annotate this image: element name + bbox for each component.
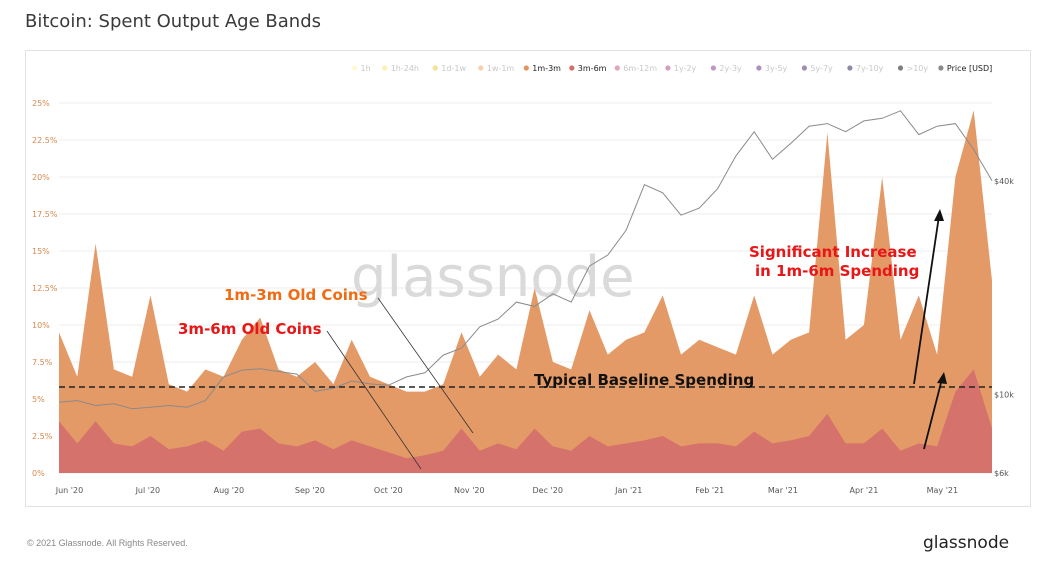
legend-label: 1h-24h [391,64,419,73]
chart-svg: 1h 1h-24h 1d-1w 1w-1m 1m-3m 3m-6m 6m-12m 1y-2y 2… [32,64,1014,495]
legend-item[interactable]: 1h-24h [382,64,419,73]
legend-item[interactable]: Price [USD] [938,64,992,73]
legend-label: 1w-1m [487,64,515,73]
legend-item[interactable]: 3y-5y [756,64,788,73]
pointer-3m6m [326,330,422,470]
chart-panel: 1h 1h-24h 1d-1w 1w-1m 1m-3m 3m-6m 6m-12m 1y-2y 2… [25,50,1031,507]
legend-dot-icon [665,65,671,71]
x-tick-label: Nov '20 [454,486,485,495]
legend-label: 7y-10y [856,64,884,73]
brand-logo-text: glassnode [923,533,1010,553]
legend: 1h 1h-24h 1d-1w 1w-1m 1m-3m 3m-6m 6m-12m 1y-2y 2… [351,64,992,73]
legend-dot-icon [614,65,620,71]
y-tick-label: 12.5% [32,284,58,293]
y-tick-label: 15% [32,247,50,256]
pointer-1m3m [377,297,474,434]
x-tick-label: Mar '21 [768,486,798,495]
legend-dot-icon [478,65,484,71]
arrow-1m3m-increase [913,209,944,385]
legend-item[interactable]: 1d-1w [432,64,467,73]
legend-item[interactable]: 5y-7y [801,64,833,73]
x-tick-label: Sep '20 [295,486,325,495]
legend-label: 3y-5y [765,64,788,73]
legend-dot-icon [756,65,762,71]
annotation-3m6m-label: 3m-6m Old Coins [178,320,322,338]
page-title: Bitcoin: Spent Output Age Bands [25,11,321,32]
legend-item[interactable]: 1w-1m [478,64,514,73]
legend-dot-icon [382,65,388,71]
x-tick-label: Jun '20 [55,486,83,495]
legend-item[interactable]: 7y-10y [847,64,884,73]
copyright-text: © 2021 Glassnode. All Rights Reserved. [27,538,188,548]
annotation-increase-line2: in 1m-6m Spending [755,262,919,280]
legend-label: 1m-3m [532,64,561,73]
legend-item[interactable]: 1h [351,64,371,73]
y-tick-label: 2.5% [32,432,53,441]
watermark: glassnode [351,245,635,310]
price-line [58,110,993,410]
legend-label: 1h [361,64,371,73]
y-tick-label: 20% [32,173,50,182]
x-tick-label: Jul '20 [135,486,161,495]
legend-dot-icon [710,65,717,71]
x-tick-label: Jan '21 [614,486,642,495]
annotation-increase-line1: Significant Increase [749,243,917,261]
legend-item[interactable]: 1m-3m [523,64,561,73]
legend-label: 6m-12m [623,64,657,73]
x-tick-label: Apr '21 [850,486,879,495]
series-areas [59,110,992,474]
y-tick-label: 17.5% [32,210,58,219]
legend-label: Price [USD] [947,64,992,73]
legend-item[interactable]: >10y [897,64,929,73]
legend-label: 1d-1w [441,64,466,73]
x-tick-label: Oct '20 [374,486,403,495]
legend-item[interactable]: 3m-6m [569,64,607,73]
x-tick-label: Feb '21 [695,486,724,495]
y-tick-label: 5% [32,395,45,404]
y-tick-label: 10% [32,321,50,330]
annotation-1m3m-label: 1m-3m Old Coins [224,286,368,304]
legend-dot-icon [897,65,904,71]
legend-dot-icon [569,65,575,71]
legend-label: 5y-7y [810,64,833,73]
legend-dot-icon [432,65,438,71]
y-right-tick-label: $40k [994,177,1014,186]
legend-dot-icon [801,65,808,71]
y-tick-label: 25% [32,99,50,108]
price-usd-line [58,110,993,410]
x-tick-label: Aug '20 [214,486,245,495]
y-tick-label: 7.5% [32,358,53,367]
legend-dot-icon [938,65,944,71]
annotation-group: 1m-3m Old Coins 3m-6m Old Coins Signific… [178,209,947,470]
y-right-tick-label: $10k [994,390,1014,399]
legend-label: >10y [907,64,929,73]
y-tick-label: 22.5% [32,136,58,145]
arrow-3m6m-increase [923,372,947,450]
x-tick-label: Dec '20 [533,486,563,495]
area-3m-6m [59,369,992,473]
legend-label: 2y-3y [719,64,742,73]
legend-dot-icon [351,65,358,71]
legend-item[interactable]: 6m-12m [614,64,658,73]
annotation-baseline-label: Typical Baseline Spending [534,371,754,389]
legend-label: 3m-6m [578,64,607,73]
legend-label: 1y-2y [674,64,697,73]
legend-item[interactable]: 1y-2y [665,64,697,73]
y-tick-label: 0% [32,469,45,478]
legend-dot-icon [847,65,853,71]
axes: 0% 2.5% 5% 7.5% 10% 12.5% 15% 17.5% 20% 22.5% 25% $… [32,99,1014,495]
y-right-tick-label: $6k [994,469,1009,478]
x-tick-label: May '21 [927,486,958,495]
area-1m-3m [59,110,992,474]
legend-dot-icon [523,65,529,71]
legend-item[interactable]: 2y-3y [710,64,742,73]
